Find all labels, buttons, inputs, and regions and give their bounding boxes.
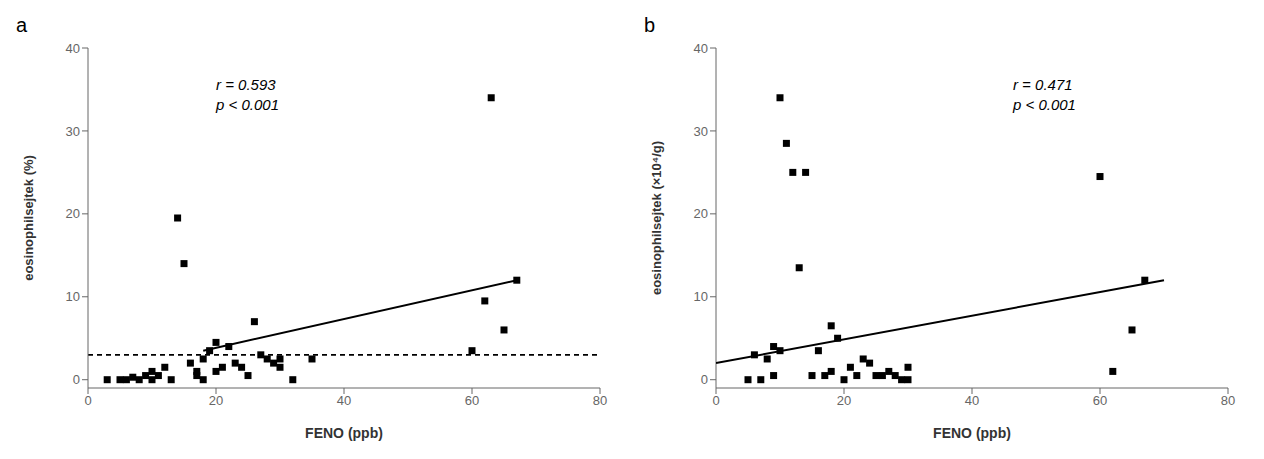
svg-text:20: 20 (209, 393, 223, 408)
svg-text:80: 80 (593, 393, 607, 408)
svg-text:40: 40 (694, 41, 708, 56)
svg-text:30: 30 (694, 124, 708, 139)
svg-text:80: 80 (1221, 393, 1235, 408)
svg-text:60: 60 (465, 393, 479, 408)
svg-text:20: 20 (66, 206, 80, 221)
svg-text:10: 10 (694, 289, 708, 304)
svg-text:40: 40 (965, 393, 979, 408)
svg-text:0: 0 (701, 372, 708, 387)
svg-text:0: 0 (73, 372, 80, 387)
svg-text:eosinophilsejtek (%): eosinophilsejtek (%) (21, 155, 36, 281)
svg-text:30: 30 (66, 124, 80, 139)
svg-text:FENO (ppb): FENO (ppb) (305, 425, 383, 441)
html-text:r = 0.471 p < 0.001: r = 0.471 p < 0.001 (1013, 76, 1076, 113)
svg-text:20: 20 (837, 393, 851, 408)
svg-text:10: 10 (66, 289, 80, 304)
svg-text:eosinophilsejtek (×10⁴/g): eosinophilsejtek (×10⁴/g) (649, 141, 664, 295)
svg-text:0: 0 (712, 393, 719, 408)
svg-text:20: 20 (694, 206, 708, 221)
html-text:r = 0.593 p < 0.001: r = 0.593 p < 0.001 (216, 76, 279, 113)
svg-text:60: 60 (1093, 393, 1107, 408)
svg-text:0: 0 (84, 393, 91, 408)
html-text:a: a (16, 14, 28, 36)
svg-text:40: 40 (66, 41, 80, 56)
html-text:b: b (644, 14, 656, 36)
svg-text:FENO (ppb): FENO (ppb) (933, 425, 1011, 441)
svg-text:40: 40 (337, 393, 351, 408)
